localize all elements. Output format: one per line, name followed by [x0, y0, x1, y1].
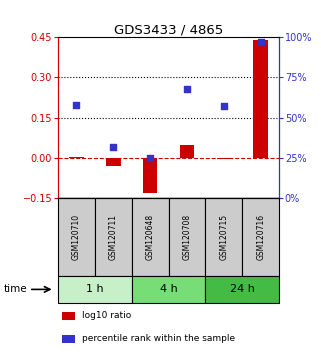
Text: GSM120710: GSM120710 — [72, 214, 81, 260]
Bar — [95, 198, 132, 276]
Point — [147, 155, 153, 161]
Text: log10 ratio: log10 ratio — [82, 312, 131, 320]
Text: GSM120648: GSM120648 — [145, 214, 155, 260]
Bar — [58, 276, 132, 303]
Text: 4 h: 4 h — [160, 284, 178, 295]
Text: GSM120708: GSM120708 — [182, 214, 192, 260]
Bar — [205, 276, 279, 303]
Text: GSM120715: GSM120715 — [219, 214, 229, 260]
Bar — [169, 198, 205, 276]
Bar — [62, 335, 75, 343]
Point — [110, 144, 116, 149]
Bar — [179, 144, 194, 158]
Text: 24 h: 24 h — [230, 284, 255, 295]
Point — [74, 102, 79, 108]
Text: 1 h: 1 h — [86, 284, 103, 295]
Bar — [253, 40, 268, 158]
Point — [258, 39, 263, 45]
Point — [184, 86, 189, 92]
Bar — [58, 198, 95, 276]
Bar — [106, 158, 120, 166]
Bar — [216, 158, 231, 159]
Bar — [205, 198, 242, 276]
Bar — [242, 198, 279, 276]
Bar — [143, 158, 157, 193]
Text: percentile rank within the sample: percentile rank within the sample — [82, 335, 235, 343]
Text: time: time — [3, 284, 27, 295]
Bar — [69, 156, 83, 158]
Text: GSM120711: GSM120711 — [108, 214, 118, 260]
Text: GSM120716: GSM120716 — [256, 214, 265, 260]
Title: GDS3433 / 4865: GDS3433 / 4865 — [114, 23, 223, 36]
Bar — [62, 312, 75, 320]
Point — [221, 104, 226, 109]
Bar — [132, 198, 169, 276]
Bar — [132, 276, 205, 303]
